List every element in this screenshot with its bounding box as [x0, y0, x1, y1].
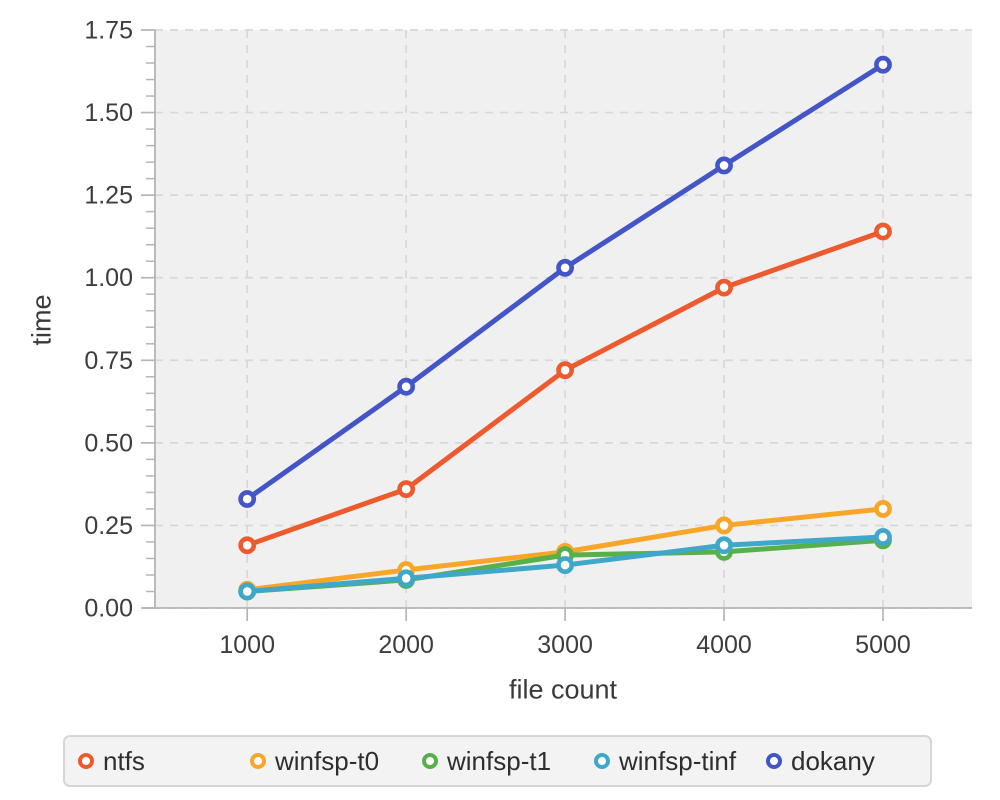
legend-marker-icon	[78, 753, 94, 769]
legend-marker-icon	[766, 753, 782, 769]
data-point-winfsp-tinf	[715, 536, 733, 555]
data-point-winfsp-t0	[715, 516, 733, 535]
x-tick-label: 3000	[537, 631, 593, 659]
x-tick-label: 2000	[378, 631, 434, 659]
data-point-dokany	[238, 490, 257, 508]
data-point-dokany	[874, 55, 892, 74]
chart-legend: ntfs winfsp-t0 winfsp-t1 winfsp-tinf dokany	[63, 735, 932, 787]
data-point-winfsp-t0	[874, 500, 892, 518]
data-point-ntfs	[238, 536, 257, 555]
legend-marker-icon	[250, 753, 266, 769]
y-tick-label: 1.50	[84, 99, 133, 127]
legend-label: winfsp-tinf	[619, 745, 737, 776]
legend-label: winfsp-t0	[275, 745, 380, 776]
legend-item-dokany: dokany	[766, 746, 875, 777]
y-tick-label: 1.25	[84, 182, 133, 210]
legend-item-winfsp-t1: winfsp-t1	[422, 746, 594, 777]
y-tick-label: 1.00	[84, 264, 133, 292]
data-point-ntfs	[715, 278, 733, 297]
data-point-dokany	[715, 156, 733, 175]
legend-item-ntfs: ntfs	[78, 746, 250, 777]
x-tick-label: 4000	[696, 631, 752, 659]
y-tick-label: 0.25	[84, 512, 133, 540]
data-point-winfsp-tinf	[397, 569, 416, 588]
legend-item-winfsp-tinf: winfsp-tinf	[594, 746, 766, 777]
x-tick-label: 5000	[855, 631, 911, 659]
plot-area	[155, 30, 972, 608]
y-tick-label: 1.75	[84, 17, 133, 45]
data-point-ntfs	[874, 222, 892, 241]
x-axis-label: file count	[508, 674, 618, 705]
legend-marker-icon	[594, 753, 610, 769]
legend-item-winfsp-t0: winfsp-t0	[250, 746, 422, 777]
legend-label: winfsp-t1	[447, 745, 552, 776]
y-tick-label: 0.00	[84, 595, 133, 623]
data-point-ntfs	[556, 361, 574, 380]
data-point-ntfs	[397, 480, 416, 498]
y-axis-label: time	[26, 294, 57, 346]
data-point-winfsp-tinf	[874, 528, 892, 546]
y-tick-label: 0.75	[84, 347, 133, 375]
chart-plot-svg: 0.00 0.25 0.50 0.75 1.00 1.25 1.50 1.75 1000 2000…	[84, 17, 972, 659]
data-point-winfsp-tinf	[556, 556, 574, 574]
x-tick-label: 1000	[219, 631, 275, 659]
y-tick-label: 0.50	[84, 429, 133, 457]
legend-label: dokany	[791, 745, 875, 776]
data-point-winfsp-tinf	[238, 582, 257, 601]
legend-marker-icon	[422, 753, 438, 769]
data-point-dokany	[556, 258, 574, 277]
legend-label: ntfs	[103, 745, 145, 776]
data-point-dokany	[397, 377, 416, 396]
